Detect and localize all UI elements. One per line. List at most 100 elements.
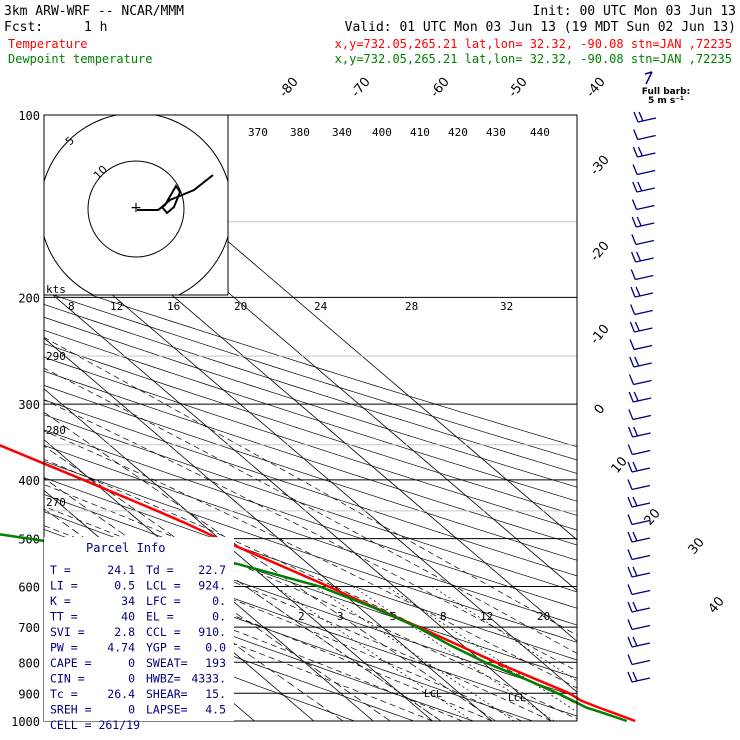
parcel-row-value-b-8: 15. bbox=[205, 687, 226, 701]
parcel-row-value-a-8: 26.4 bbox=[107, 687, 135, 701]
parcel-row-value-b-4: 910. bbox=[198, 625, 226, 639]
wind-barb bbox=[632, 414, 652, 421]
mixing-label-top-4: 24 bbox=[314, 300, 328, 313]
wind-barb bbox=[633, 362, 652, 368]
parcel-row-value-a-9: 0 bbox=[128, 703, 135, 717]
parcel-row-label-b-8: SHEAR= bbox=[146, 687, 188, 701]
wind-barb bbox=[636, 169, 656, 176]
wind-barb bbox=[635, 239, 655, 246]
wind-barb bbox=[633, 344, 653, 351]
wind-barb bbox=[631, 624, 651, 631]
isotherm-label-2: -60 bbox=[428, 75, 453, 101]
wind-barb bbox=[632, 449, 651, 456]
wind-barb bbox=[633, 397, 652, 403]
isotherm-label-12: 40 bbox=[706, 594, 728, 616]
parcel-row-value-a-7: 0 bbox=[128, 672, 135, 686]
hodograph-origin-icon: + bbox=[130, 200, 142, 216]
wind-barb bbox=[636, 187, 655, 193]
mixing-label-bottom-0: 2 bbox=[298, 610, 305, 623]
wind-barb bbox=[635, 257, 654, 263]
mixing-label-top-0: 8 bbox=[68, 300, 75, 313]
isotherm-label-6: -20 bbox=[588, 239, 613, 265]
series-line-temperature bbox=[0, 444, 636, 723]
barb-legend-title: Full barb: bbox=[642, 87, 690, 97]
theta-label-top-7: 440 bbox=[530, 126, 550, 139]
series-line-dewpoint bbox=[0, 533, 628, 723]
wind-barb bbox=[631, 642, 651, 648]
parcel-row-label-b-7: HWBZ= bbox=[146, 672, 181, 686]
parcel-row-label-a-8: Tc = bbox=[50, 687, 78, 701]
valid-time: Valid: 01 UTC Mon 03 Jun 13 (19 MDT Sun … bbox=[345, 20, 736, 35]
parcel-row-value-b-7: 4333. bbox=[191, 672, 226, 686]
pressure-label-700: 700 bbox=[18, 621, 40, 635]
legend-dewpoint-name: Dewpoint temperature bbox=[8, 52, 153, 66]
isotherm-label-8: 0 bbox=[592, 402, 609, 418]
isotherm-label-5: -30 bbox=[588, 153, 613, 179]
parcel-row-label-b-0: Td = bbox=[146, 563, 174, 577]
mixing-label-top-3: 20 bbox=[234, 300, 247, 313]
parcel-row-label-a-9: SREH = bbox=[50, 703, 92, 717]
theta-label-left-2: 270 bbox=[46, 496, 66, 509]
wind-barb bbox=[631, 572, 651, 578]
parcel-row-value-b-3: 0. bbox=[212, 610, 226, 624]
parcel-row-label-b-1: LCL = bbox=[146, 579, 181, 593]
parcel-info-panel: Parcel Info T = 24.1 Td = 22.7 LI = 0.5 LCL = 9… bbox=[44, 537, 234, 732]
parcel-row-label-a-2: K = bbox=[50, 594, 71, 608]
wind-barb bbox=[634, 292, 654, 298]
parcel-row-label-a-1: LI = bbox=[50, 579, 78, 593]
parcel-row-label-a-5: PW = bbox=[50, 641, 78, 655]
parcel-row-value-b-9: 4.5 bbox=[205, 703, 226, 717]
isotherm-label-7: -10 bbox=[588, 322, 613, 348]
wind-barb bbox=[633, 379, 652, 386]
theta-label-top-3: 400 bbox=[372, 126, 392, 139]
barb-legend-icon bbox=[645, 71, 653, 85]
wind-barb bbox=[631, 502, 651, 508]
wind-barb bbox=[631, 554, 651, 561]
pressure-label-600: 600 bbox=[18, 581, 40, 595]
model-title: 3km ARW-WRF -- NCAR/MMM bbox=[4, 4, 184, 19]
lcl-label-dewpoint: LCL bbox=[424, 689, 442, 700]
hodograph-units: kts bbox=[46, 283, 66, 296]
mixing-label-bottom-5: 20 bbox=[537, 610, 550, 623]
theta-label-left-1: 280 bbox=[46, 424, 66, 437]
parcel-row-value-b-0: 22.7 bbox=[198, 563, 226, 577]
theta-label-top-1: 380 bbox=[290, 126, 310, 139]
lcl-label-temperature: LCL bbox=[508, 693, 526, 704]
parcel-row-value-b-5: 0.0 bbox=[205, 641, 226, 655]
parcel-row-value-b-2: 0. bbox=[212, 594, 226, 608]
legend-temperature-location: x,y=732.05,265.21 lat,lon= 32.32, -90.08… bbox=[335, 37, 732, 51]
parcel-row-label-a-7: CIN = bbox=[50, 672, 85, 686]
mixing-label-bottom-1: 3 bbox=[337, 610, 344, 623]
parcel-row-value-a-6: 0 bbox=[128, 656, 135, 670]
wind-barb bbox=[631, 589, 651, 596]
barb-legend-value: 5 m s⁻¹ bbox=[648, 96, 684, 106]
isotherm-label-3: -50 bbox=[506, 75, 531, 101]
parcel-row-label-a-0: T = bbox=[50, 563, 71, 577]
isotherm-label-10: 20 bbox=[642, 506, 664, 528]
wind-barb bbox=[631, 467, 651, 473]
legend-dewpoint-location: x,y=732.05,265.21 lat,lon= 32.32, -90.08… bbox=[335, 52, 732, 66]
parcel-row-value-b-6: 193 bbox=[205, 656, 226, 670]
wind-barb bbox=[636, 204, 655, 211]
wind-barb bbox=[631, 519, 651, 526]
isotherm-label-9: 10 bbox=[609, 454, 631, 476]
parcel-row-value-a-4: 2.8 bbox=[114, 625, 135, 639]
init-time: Init: 00 UTC Mon 03 Jun 13 bbox=[533, 4, 737, 19]
parcel-row-value-a-1: 0.5 bbox=[114, 579, 135, 593]
parcel-row-label-a-6: CAPE = bbox=[50, 656, 92, 670]
pressure-label-400: 400 bbox=[18, 474, 40, 488]
parcel-cell: CELL = 261/19 bbox=[50, 718, 140, 732]
parcel-row-label-b-5: YGP = bbox=[146, 641, 181, 655]
pressure-label-900: 900 bbox=[18, 687, 40, 701]
theta-label-top-5: 420 bbox=[448, 126, 468, 139]
parcel-row-value-b-1: 924. bbox=[198, 579, 226, 593]
wind-barb bbox=[631, 677, 651, 683]
pressure-label-1000: 1000 bbox=[11, 715, 40, 729]
wind-barb bbox=[635, 274, 654, 281]
pressure-label-300: 300 bbox=[18, 398, 40, 412]
parcel-row-label-b-2: LFC = bbox=[146, 594, 181, 608]
theta-label-top-0: 370 bbox=[248, 126, 268, 139]
forecast-value: 1 h bbox=[84, 20, 107, 35]
parcel-row-label-b-6: SWEAT= bbox=[146, 656, 188, 670]
parcel-row-value-a-3: 40 bbox=[121, 610, 135, 624]
